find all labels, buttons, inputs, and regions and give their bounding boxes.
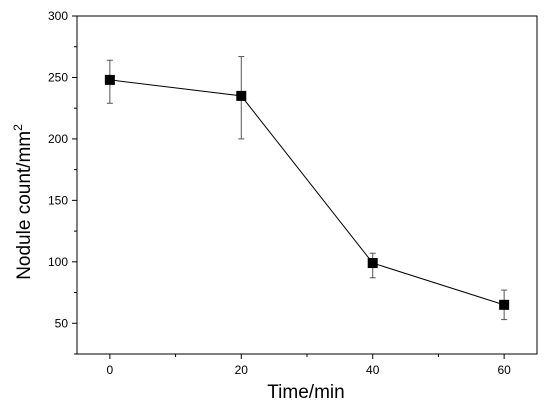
y-tick-label: 300 xyxy=(48,9,68,23)
data-point xyxy=(236,90,247,101)
error-bars xyxy=(106,56,508,321)
y-tick-label: 100 xyxy=(48,255,68,269)
data-markers xyxy=(104,74,510,310)
x-axis-ticks: 0 20 40 60 xyxy=(107,354,511,377)
data-point xyxy=(104,74,115,85)
data-point xyxy=(367,258,378,269)
data-line xyxy=(109,79,505,306)
y-axis-title-text: Nodule count/mm xyxy=(14,131,35,280)
x-tick-label: 20 xyxy=(235,363,249,377)
data-point xyxy=(499,299,510,310)
y-tick-label: 50 xyxy=(55,316,69,330)
series-line xyxy=(109,79,505,306)
x-axis-title: Time/min xyxy=(267,382,344,403)
x-tick-label: 0 xyxy=(107,363,114,377)
plot-border xyxy=(76,15,538,355)
x-tick-label: 40 xyxy=(366,363,380,377)
y-axis-title-superscript: 2 xyxy=(11,124,25,131)
y-tick-label: 250 xyxy=(48,70,68,84)
y-axis-title: Nodule count/mm2 xyxy=(11,124,35,280)
plot-frame xyxy=(76,15,538,355)
x-tick-label: 60 xyxy=(497,363,511,377)
y-axis-ticks: 50 100 150 200 250 300 xyxy=(48,9,77,355)
y-tick-label: 200 xyxy=(48,132,68,146)
y-tick-label: 150 xyxy=(48,193,68,207)
